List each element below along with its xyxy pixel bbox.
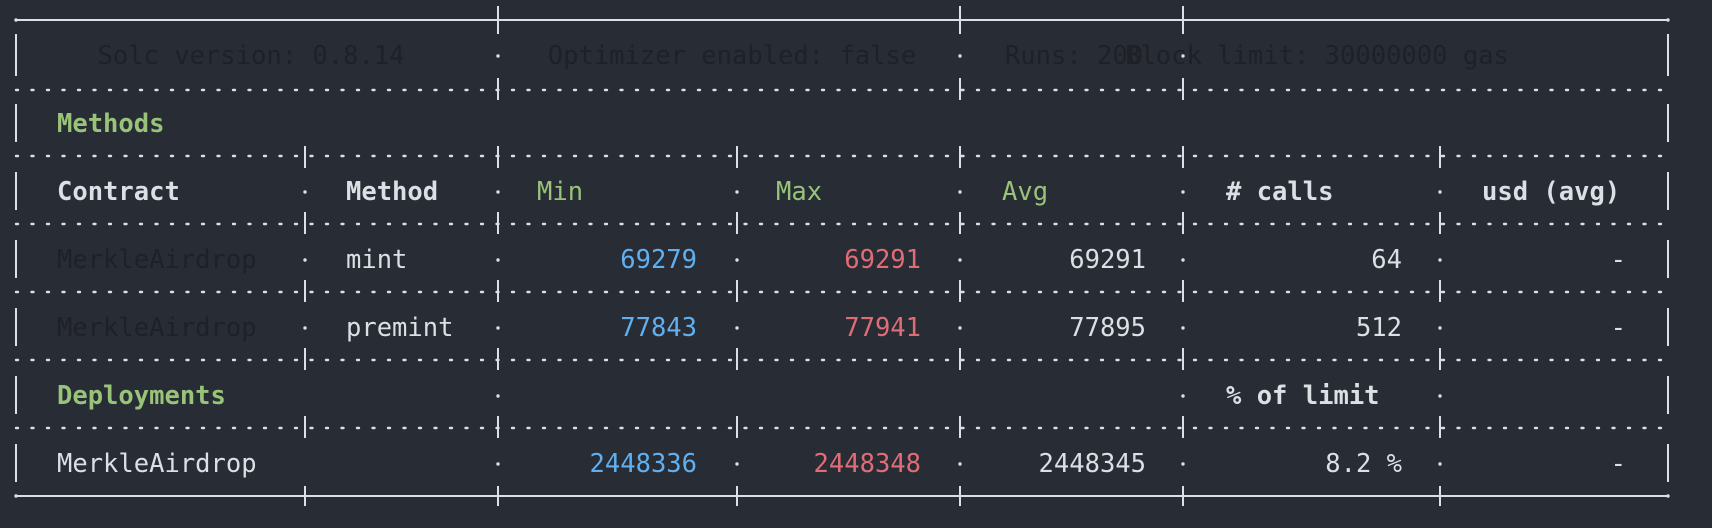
table-borders <box>14 6 1670 506</box>
row-usd: - <box>1611 245 1626 275</box>
cell-separator-dot <box>1181 258 1185 262</box>
cell-separator-dot <box>1181 190 1185 194</box>
cell-separator-dot <box>1438 258 1442 262</box>
row-calls: 512 <box>1356 313 1402 343</box>
cell-separator-dot <box>496 258 500 262</box>
cell-separator-dot <box>735 462 739 466</box>
row-calls: 64 <box>1371 245 1402 275</box>
cell-separator-dot <box>1181 462 1185 466</box>
row-min: 69279 <box>620 245 697 275</box>
deployment-usd: - <box>1611 449 1626 479</box>
cell-separator-dot <box>496 190 500 194</box>
cell-separator-dot <box>1438 394 1442 398</box>
cell-separator-dot <box>735 258 739 262</box>
cell-separator-dot <box>958 54 962 58</box>
cell-separator-dot <box>958 326 962 330</box>
cell-separator-dot <box>1666 18 1670 22</box>
optimizer-status: Optimizer enabled: false <box>548 41 916 71</box>
row-max: 69291 <box>844 245 921 275</box>
block-limit: Block limit: 30000000 gas <box>1125 41 1509 71</box>
header-max: Max <box>776 177 822 207</box>
header-min: Min <box>537 177 583 207</box>
deployment-min: 2448336 <box>590 449 697 479</box>
cell-separator-dot <box>1181 394 1185 398</box>
header-usd: usd (avg) <box>1482 177 1620 207</box>
row-avg: 77895 <box>1069 313 1146 343</box>
cell-separator-dot <box>14 494 18 498</box>
row-method: premint <box>346 313 453 343</box>
deployment-percent-of-limit: 8.2 % <box>1325 449 1402 479</box>
solc-version: Solc version: 0.8.14 <box>97 41 404 71</box>
cell-separator-dot <box>496 462 500 466</box>
deployments-section-title: Deployments <box>57 381 226 411</box>
cell-separator-dot <box>303 326 307 330</box>
row-min: 77843 <box>620 313 697 343</box>
cell-separator-dot <box>14 18 18 22</box>
cell-separator-dot <box>303 258 307 262</box>
row-method: mint <box>346 245 407 275</box>
cell-separator-dot <box>496 326 500 330</box>
deployment-contract: MerkleAirdrop <box>57 449 257 479</box>
cell-separator-dot <box>1438 326 1442 330</box>
header-contract: Contract <box>57 177 180 207</box>
row-avg: 69291 <box>1069 245 1146 275</box>
deployment-max: 2448348 <box>814 449 921 479</box>
cell-separator-dot <box>1181 326 1185 330</box>
header-method: Method <box>346 177 438 207</box>
row-max: 77941 <box>844 313 921 343</box>
cell-separator-dot <box>1438 462 1442 466</box>
cell-separator-dot <box>735 326 739 330</box>
deployment-avg: 2448345 <box>1039 449 1146 479</box>
cell-separator-dot <box>303 190 307 194</box>
cell-separator-dot <box>496 54 500 58</box>
cell-separator-dot <box>1438 190 1442 194</box>
cell-separator-dot <box>958 258 962 262</box>
methods-section-title: Methods <box>57 109 164 139</box>
row-contract: MerkleAirdrop <box>57 313 257 343</box>
cell-separator-dot <box>496 394 500 398</box>
cell-separator-dot <box>1181 54 1185 58</box>
header-percent-of-limit: % of limit <box>1226 381 1380 411</box>
row-usd: - <box>1611 313 1626 343</box>
cell-separator-dot <box>1666 494 1670 498</box>
cell-separator-dot <box>958 190 962 194</box>
header-calls: # calls <box>1226 177 1333 207</box>
cell-separator-dot <box>735 190 739 194</box>
header-avg: Avg <box>1002 177 1048 207</box>
row-contract: MerkleAirdrop <box>57 245 257 275</box>
optimizer-runs: Runs: 200 <box>1005 41 1143 71</box>
cell-separator-dot <box>958 462 962 466</box>
